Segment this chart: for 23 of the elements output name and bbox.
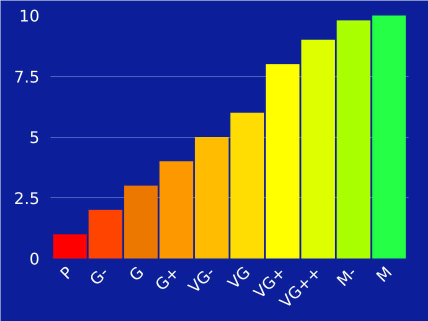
y-tick-label: 5	[29, 128, 40, 147]
bar	[88, 210, 122, 258]
bar	[266, 64, 300, 258]
y-tick-label: 2.5	[14, 188, 40, 208]
x-tick-label: M-	[332, 262, 360, 290]
x-tick-label: G+	[151, 262, 184, 294]
bar	[194, 137, 229, 258]
y-tick-label: 0	[29, 250, 40, 268]
bar	[159, 161, 194, 258]
x-tick-label: G-	[86, 262, 112, 290]
bar	[336, 20, 370, 258]
x-tick-label: M	[372, 262, 396, 286]
y-tick-label: 10	[19, 6, 40, 26]
x-tick-label: G	[125, 262, 148, 285]
x-tick-label: VG-	[184, 262, 218, 297]
x-tick-label: P	[56, 262, 77, 284]
bar	[53, 234, 87, 258]
bar	[124, 186, 158, 258]
bar	[372, 16, 406, 258]
bar	[301, 40, 335, 258]
x-tick-label: VG	[224, 262, 254, 293]
bar	[230, 112, 264, 258]
y-tick-label: 7.5	[14, 67, 40, 86]
